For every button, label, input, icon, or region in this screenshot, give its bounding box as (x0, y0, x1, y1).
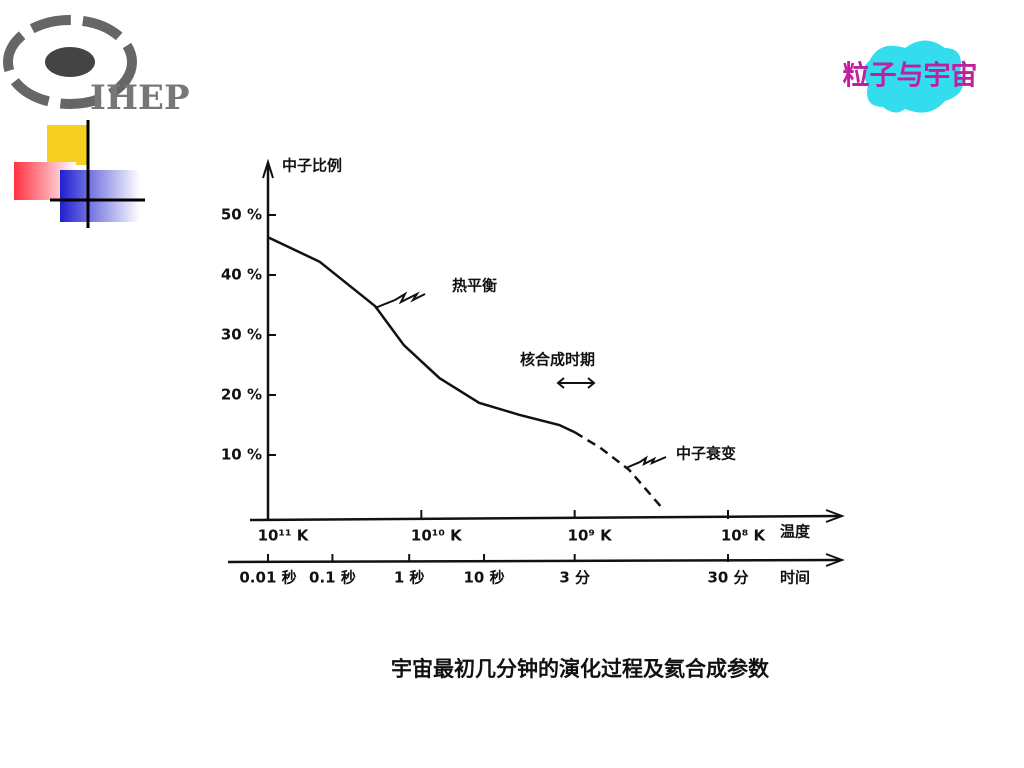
x-tick-label: 10⁸ K (721, 527, 767, 545)
x2-tick-label: 0.01 秒 (239, 569, 296, 587)
x2-tick-label: 3 分 (559, 569, 590, 587)
x2-tick-label: 10 秒 (463, 569, 504, 587)
y-tick-label: 20 % (221, 386, 262, 404)
data-line (267, 236, 576, 434)
x-tick-label: 10⁹ K (568, 527, 614, 545)
y-tick-label: 10 % (221, 446, 262, 464)
x2-tick-label: 30 分 (707, 569, 748, 587)
y-tick-label: 40 % (221, 266, 262, 284)
x-tick-label: 10¹¹ K (258, 527, 310, 545)
annotation-pointer (625, 455, 667, 469)
x2-tick-label: 1 秒 (394, 569, 425, 587)
logo: IHEP (3, 15, 190, 118)
x2-tick-label: 0.1 秒 (309, 569, 356, 587)
data-line (574, 431, 663, 509)
chart: 中子比例 温度 时间 热平衡 中子衰变 核合成时期 宇宙最初几分钟的演化过程及氦… (221, 157, 845, 681)
x-axis-label: 温度 (780, 523, 811, 541)
caption: 宇宙最初几分钟的演化过程及氦合成参数 (391, 657, 770, 681)
annotation-pointer (374, 291, 426, 309)
annotation: 热平衡 (452, 277, 497, 295)
page-title: 粒子与宇宙 (843, 60, 978, 92)
x2-axis-label: 时间 (780, 569, 810, 587)
title-badge: 粒子与宇宙 (843, 40, 978, 113)
annotation: 中子衰变 (676, 445, 736, 463)
y-tick-label: 50 % (221, 206, 262, 224)
annotation-arrow (556, 377, 596, 389)
y-axis-label: 中子比例 (282, 157, 342, 175)
x-tick-label: 10¹⁰ K (411, 527, 463, 545)
logo-text: IHEP (90, 78, 190, 118)
annotation: 核合成时期 (520, 351, 595, 369)
y-tick-label: 30 % (221, 326, 262, 344)
decoration (14, 120, 145, 228)
